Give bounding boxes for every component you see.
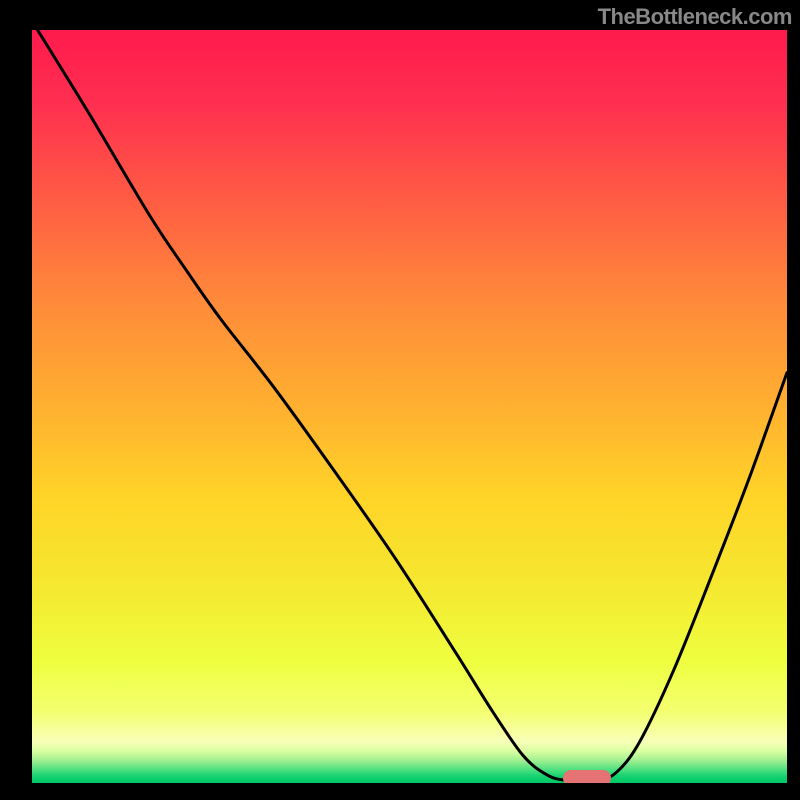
chart-frame: TheBottleneck.com xyxy=(0,0,800,800)
bottleneck-curve-layer xyxy=(32,30,787,783)
bottleneck-curve xyxy=(32,30,787,781)
watermark-text: TheBottleneck.com xyxy=(598,4,792,30)
plot-area xyxy=(32,30,787,783)
optimal-point-marker xyxy=(563,770,611,783)
